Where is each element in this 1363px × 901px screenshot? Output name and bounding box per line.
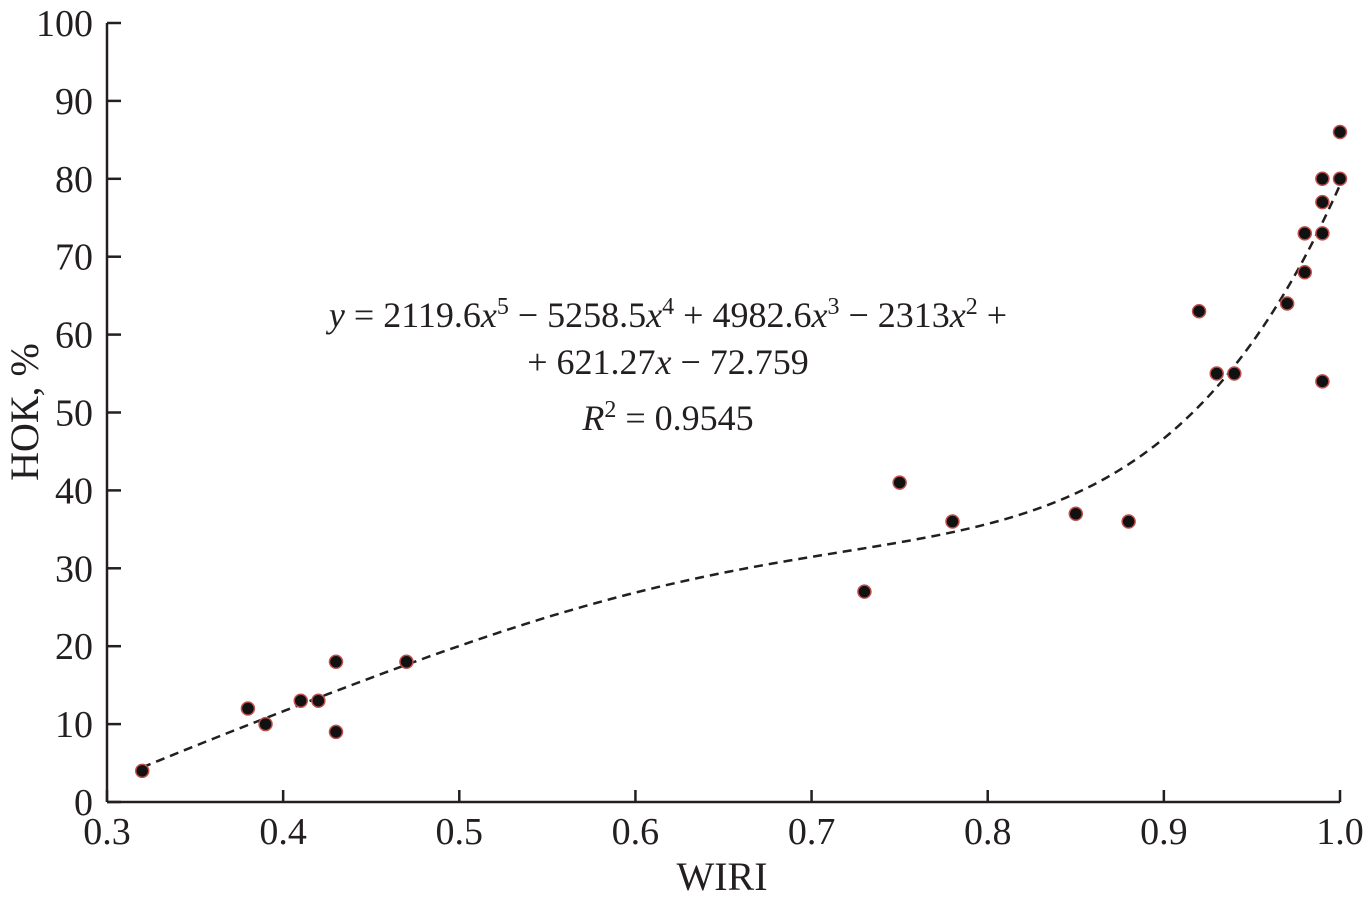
data-point: [1315, 171, 1330, 187]
data-point: [1068, 506, 1084, 522]
data-point: [258, 716, 273, 732]
x-tick-label: 0.4: [259, 811, 307, 853]
polynomial-trendline: [141, 184, 1342, 769]
r-var: R: [581, 398, 604, 438]
eq-term-2: − 5258.5: [509, 295, 646, 335]
eq-var-y: y: [326, 295, 345, 335]
data-point: [328, 654, 344, 670]
y-tick-label: 40: [55, 470, 93, 512]
r-squared-label: R2 = 0.9545: [581, 397, 753, 438]
y-tick-label: 30: [55, 548, 93, 590]
x-tick-label: 0.3: [83, 811, 131, 853]
eq-pow-3: 3: [827, 294, 839, 320]
data-point: [328, 724, 344, 740]
y-tick-label: 100: [36, 3, 93, 45]
x-axis-title: WIRI: [676, 854, 767, 899]
y-tick-label: 90: [55, 81, 93, 123]
r-pow: 2: [604, 397, 616, 423]
data-point: [892, 475, 907, 490]
y-tick-label: 10: [55, 704, 93, 746]
eq2-var-x: x: [655, 342, 672, 382]
eq-var-x5: x: [480, 295, 497, 335]
data-point: [1332, 124, 1348, 140]
data-point: [1315, 194, 1330, 210]
data-point: [1279, 296, 1295, 311]
data-point: [399, 654, 414, 670]
eq-pow-5: 5: [497, 294, 509, 320]
y-ticks: 0 10 20 30 40 50 60 70 80 90 100: [36, 3, 121, 824]
trendline-equation: y = 2119.6x5 − 5258.5x4 + 4982.6x3 − 231…: [326, 294, 1007, 438]
y-tick-label: 80: [55, 159, 93, 201]
y-tick-label: 20: [55, 626, 93, 668]
data-point: [134, 763, 150, 779]
data-point: [311, 693, 326, 708]
x-tick-label: 0.7: [788, 811, 836, 853]
data-point: [1191, 303, 1207, 319]
data-point: [1315, 374, 1330, 389]
y-tick-label: 70: [55, 237, 93, 279]
data-point: [1227, 366, 1242, 381]
y-tick-label: 60: [55, 315, 93, 357]
y-tick-label: 0: [74, 782, 93, 824]
data-point: [1332, 171, 1348, 187]
data-point: [293, 693, 309, 708]
data-points: [134, 124, 1348, 779]
eq-var-x3: x: [810, 295, 827, 335]
eq-term-4: − 2313: [839, 295, 949, 335]
x-ticks: 0.3 0.4 0.5 0.6 0.7 0.8 0.9 1.0: [83, 790, 1363, 853]
data-point: [857, 584, 872, 599]
eq-term-3: + 4982.6: [674, 295, 811, 335]
equation-line-1: y = 2119.6x5 − 5258.5x4 + 4982.6x3 − 231…: [326, 294, 1007, 335]
y-tick-label: 50: [55, 393, 93, 435]
eq2-term-2: − 72.759: [671, 342, 808, 382]
eq-var-x4: x: [645, 295, 662, 335]
x-tick-label: 0.5: [436, 811, 484, 853]
x-tick-label: 0.9: [1140, 811, 1188, 853]
x-tick-label: 1.0: [1316, 811, 1363, 853]
eq-pow-4: 4: [662, 294, 674, 320]
x-tick-label: 0.8: [964, 811, 1012, 853]
data-point: [1297, 226, 1313, 241]
data-point: [1297, 265, 1313, 280]
eq-var-x2: x: [949, 295, 966, 335]
data-point: [240, 701, 256, 716]
data-point: [945, 514, 960, 529]
x-tick-label: 0.6: [612, 811, 660, 853]
r-value: = 0.9545: [616, 398, 753, 438]
eq-term-1: = 2119.6: [345, 295, 481, 335]
equation-line-2: + 621.27x − 72.759: [527, 342, 809, 382]
data-point: [1315, 226, 1330, 241]
data-point: [1209, 366, 1224, 381]
eq2-term-1: + 621.27: [527, 342, 655, 382]
data-point: [1121, 514, 1136, 529]
eq-pow-2: 2: [966, 294, 978, 320]
y-axis-title: НОК, %: [2, 343, 47, 481]
eq-term-5: +: [978, 295, 1007, 335]
